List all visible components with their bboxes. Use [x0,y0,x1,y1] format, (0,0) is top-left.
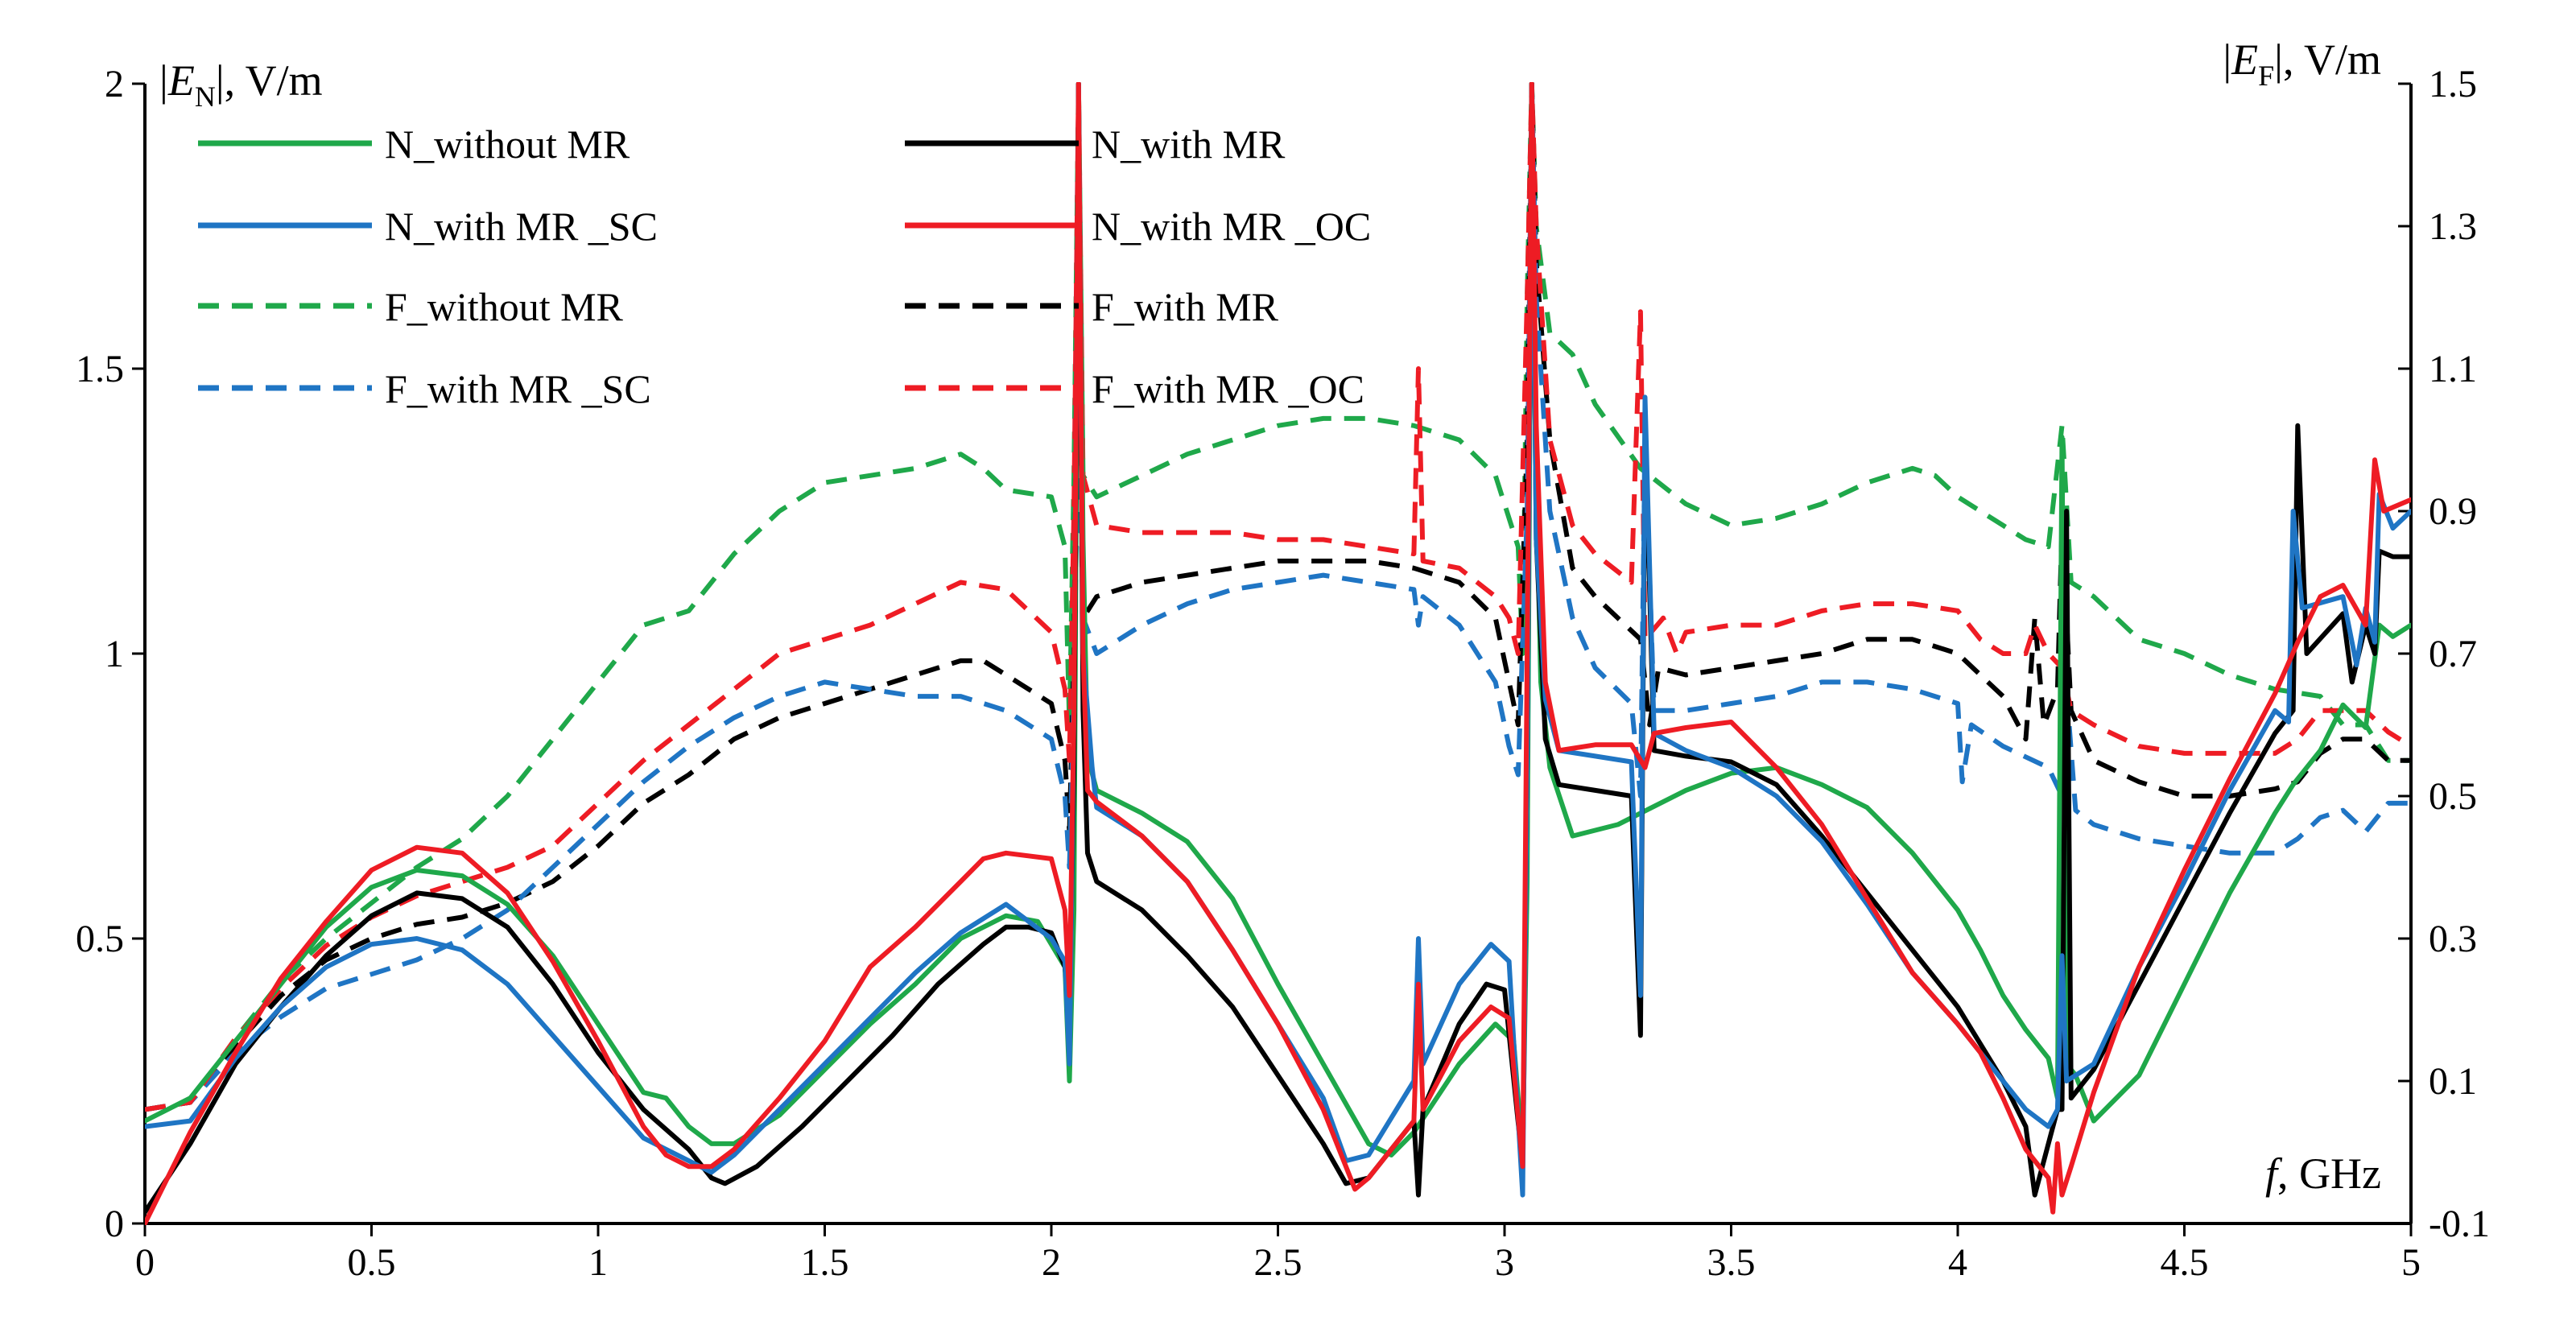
axes-layer [132,82,2413,1236]
x-tick-label: 3.5 [1707,1241,1756,1284]
legend: N_without MR N_with MR N_with MR _SC N_with… [198,122,1371,411]
x-tick-label: 2 [1042,1241,1061,1284]
y-right-tick-label: 0.5 [2429,775,2477,818]
legend-label: N_with MR [1092,122,1286,167]
y-left-tick-label: 1.5 [76,348,124,390]
y-left-tick-label: 0.5 [76,918,124,960]
legend-label: F_with MR _SC [385,366,651,411]
series-line-n-with-mr-oc [145,82,2411,1225]
y-right-tick-label: 0.7 [2429,633,2477,675]
legend-label: N_without MR [385,122,630,167]
y-right-tick-label: 0.3 [2429,918,2477,960]
y-right-tick-label: 1.3 [2429,205,2477,248]
x-tick-label: 0.5 [348,1241,396,1284]
tick-labels: 0 0.5 1 1.5 2 2.5 3 3.5 4 4.5 5 0 0.5 1 1.5 2 -0.1 0.1 0.3… [76,63,2490,1284]
series-layer [145,82,2411,1225]
x-tick-label: 5 [2401,1241,2421,1284]
y-right-tick-label: 0.9 [2429,490,2477,533]
y-left-tick-label: 1 [105,633,124,675]
y-left-tick-label: 2 [105,63,124,105]
x-tick-label: 2.5 [1254,1241,1302,1284]
y-right-tick-label: 0.1 [2429,1060,2477,1103]
series-line-n-with-mr [145,82,2411,1215]
x-axis-title: f, GHz [2265,1149,2381,1198]
y-right-tick-label: -0.1 [2429,1203,2490,1245]
x-tick-label: 1 [588,1241,608,1284]
y-right-tick-label: 1.5 [2429,63,2477,105]
legend-label: F_with MR [1092,284,1279,329]
series-line-n-with-mr-sc [145,82,2411,1198]
y-right-tick-label: 1.1 [2429,348,2477,390]
y-right-axis-title: |EF|, V/m [2223,35,2381,92]
y-left-tick-label: 0 [105,1203,124,1245]
series-line-f-with-mr-oc [145,82,2411,1112]
x-tick-label: 4 [1948,1241,1967,1284]
x-tick-label: 1.5 [801,1241,849,1284]
series-line-f-with-mr-sc [145,82,2411,1112]
legend-label: F_without MR [385,284,624,329]
x-tick-label: 3 [1495,1241,1514,1284]
legend-label: F_with MR _OC [1092,366,1364,411]
legend-label: N_with MR _OC [1092,204,1371,249]
y-left-axis-title: |EN|, V/m [159,56,323,113]
x-tick-label: 0 [135,1241,155,1284]
x-tick-label: 4.5 [2161,1241,2209,1284]
legend-label: N_with MR _SC [385,204,658,249]
